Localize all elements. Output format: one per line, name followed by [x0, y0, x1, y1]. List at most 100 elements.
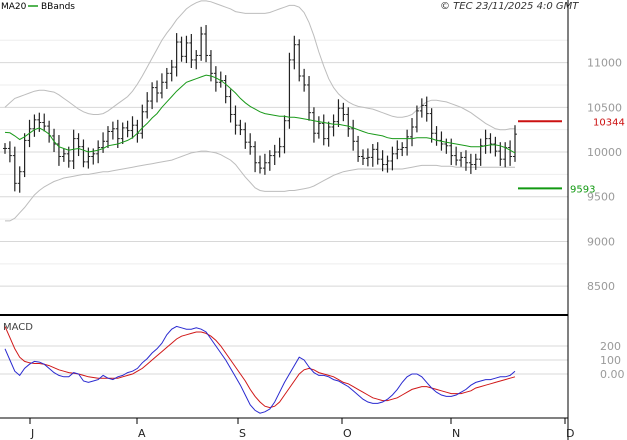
- price-bar: [145, 92, 150, 119]
- price-bar: [150, 82, 155, 110]
- x-tick-label: N: [452, 427, 460, 440]
- price-bar: [174, 33, 179, 77]
- macd-y-tick-label: 0.00: [600, 368, 625, 381]
- bbands-lower-line: [5, 150, 515, 222]
- price-bar: [101, 132, 106, 153]
- price-grid: [0, 39, 568, 287]
- price-bar: [3, 143, 7, 154]
- price-bar: [169, 59, 174, 82]
- x-tick-label: S: [239, 427, 246, 440]
- price-bar: [179, 36, 184, 62]
- price-y-tick-label: 8500: [587, 280, 615, 293]
- price-bar: [110, 121, 115, 140]
- price-bar: [37, 112, 42, 132]
- price-bar: [513, 125, 517, 162]
- price-bar: [189, 33, 194, 68]
- x-tick-label: D: [566, 427, 574, 440]
- price-bar: [468, 153, 473, 174]
- x-tick-label: A: [138, 427, 146, 440]
- price-bar: [248, 133, 253, 155]
- price-bar: [120, 122, 125, 144]
- price-bar: [410, 118, 415, 147]
- price-bar: [390, 146, 395, 171]
- price-bar: [341, 102, 346, 122]
- macd-y-tick-label: 100: [600, 354, 621, 367]
- price-bar: [380, 150, 385, 172]
- price-bar: [223, 75, 228, 104]
- price-bar: [307, 76, 312, 121]
- price-bar: [96, 140, 101, 164]
- resistance-label: 10344: [593, 117, 625, 128]
- price-bar: [32, 114, 37, 137]
- price-bar: [253, 141, 258, 173]
- legend-ma20: MA20: [1, 2, 27, 12]
- price-bar: [199, 26, 204, 61]
- price-bar: [405, 129, 410, 156]
- price-bar: [238, 119, 243, 136]
- price-bar: [164, 67, 169, 89]
- price-bar: [375, 142, 380, 165]
- price-bar: [429, 108, 434, 143]
- bbands-upper-line: [4, 0, 515, 131]
- price-bar: [184, 35, 189, 64]
- price-bar: [331, 114, 336, 137]
- copyright-timestamp: © TEC 23/11/2025 4:0 GMT: [440, 1, 579, 12]
- price-bar: [311, 107, 316, 143]
- price-bar: [12, 146, 17, 192]
- price-bar: [204, 25, 209, 63]
- price-bar: [454, 146, 459, 166]
- price-bar: [459, 152, 464, 167]
- price-bar: [444, 138, 449, 154]
- price-bar: [395, 140, 400, 160]
- price-bar: [233, 105, 238, 135]
- price-bar: [47, 120, 52, 143]
- price-bar: [125, 120, 130, 138]
- price-bar: [130, 116, 135, 139]
- price-bar: [463, 150, 468, 171]
- price-bar: [258, 155, 262, 174]
- macd-y-tick-label: 200: [600, 340, 621, 353]
- x-tick-label: O: [343, 427, 352, 440]
- price-bar: [424, 96, 429, 122]
- price-y-tick-label: 9000: [587, 235, 615, 248]
- price-y-axis-labels: 8500 9000 9500 10000 10500 11000: [587, 57, 622, 294]
- macd-signal-line: [4, 326, 516, 409]
- price-bar: [400, 142, 405, 157]
- price-bar: [488, 133, 493, 154]
- macd-panel-title: MACD: [3, 322, 33, 333]
- price-y-tick-label: 10000: [587, 146, 622, 159]
- price-bar: [159, 73, 164, 99]
- price-bar: [81, 139, 86, 168]
- price-bar: [52, 128, 57, 153]
- price-bar: [434, 126, 439, 146]
- price-bar: [326, 121, 331, 147]
- legend-bbands: BBands: [41, 2, 75, 12]
- price-bar: [17, 166, 22, 193]
- price-bar: [56, 135, 61, 166]
- price-bar: [356, 135, 361, 162]
- price-bar: [336, 99, 341, 127]
- price-bar: [228, 89, 233, 123]
- price-bar: [483, 129, 488, 154]
- price-bar: [213, 66, 218, 92]
- price-bar: [473, 153, 478, 170]
- price-bar: [115, 119, 120, 149]
- price-bar: [277, 137, 282, 158]
- legend: MA20 BBands: [1, 2, 75, 12]
- ma20-line: [4, 74, 516, 154]
- x-tick-label: J: [30, 427, 34, 440]
- price-bar: [385, 155, 390, 173]
- macd-grid: [0, 345, 568, 375]
- price-bar: [316, 116, 321, 139]
- price-bar: [360, 149, 365, 165]
- price-bar: [272, 144, 277, 165]
- price-bar: [267, 150, 272, 171]
- price-bar: [508, 140, 513, 166]
- price-bar: [287, 52, 292, 129]
- price-bar: [7, 141, 12, 163]
- price-bar: [370, 143, 375, 167]
